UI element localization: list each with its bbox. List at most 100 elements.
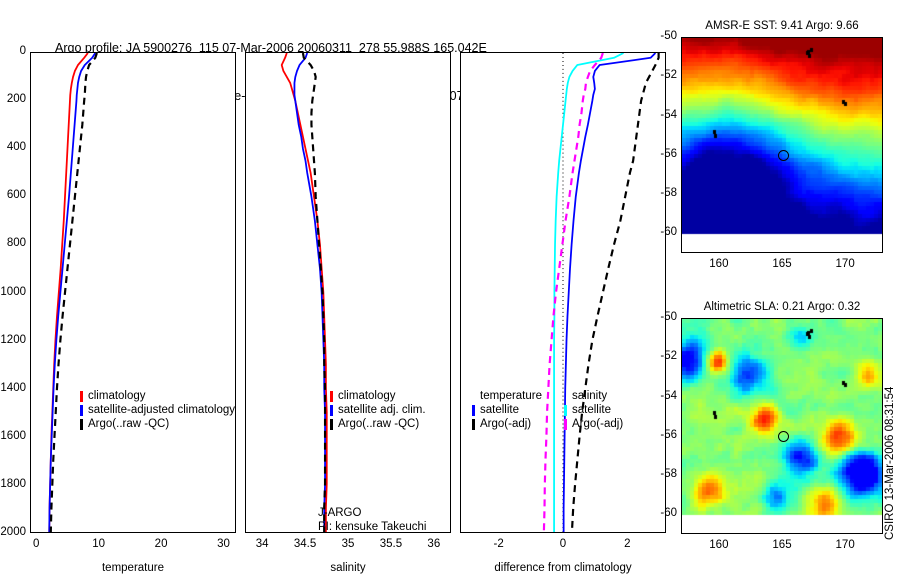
salinity-program-annotation: J-ARGO PI: kensuke Takeuchi <box>318 506 426 534</box>
legend-color-swatch-icon <box>80 390 83 402</box>
axis-tick-label: 400 <box>6 141 26 154</box>
axis-tick-label: -54 <box>660 108 677 121</box>
axis-tick-label: 35 <box>341 538 355 550</box>
axis-tick-label: -56 <box>660 428 677 441</box>
legend-color-swatch-icon <box>564 418 568 430</box>
sst-map[interactable] <box>681 37 883 253</box>
profile-location-marker <box>778 150 790 162</box>
legend-item-label: Argo(..raw -QC) <box>338 418 420 430</box>
axis-tick-label: -60 <box>660 226 677 239</box>
legend-group-title-temperature: temperature <box>472 389 542 403</box>
legend-color-swatch-icon <box>330 418 333 430</box>
principal-investigator: PI: kensuke Takeuchi <box>318 521 427 533</box>
difference-plot-area <box>542 53 660 532</box>
legend-color-swatch-icon <box>564 404 568 416</box>
axis-tick-label: 165 <box>772 258 792 270</box>
legend-color-swatch-icon <box>472 418 475 430</box>
difference-profile-panel[interactable] <box>460 52 666 533</box>
axis-tick-label: 1000 <box>0 285 26 298</box>
axis-tick-label: -50 <box>660 311 677 323</box>
legend-item-label: Argo(..raw -QC) <box>88 418 170 430</box>
axis-tick-label: 200 <box>6 93 26 106</box>
legend-item-temperature-satellite: satellite <box>472 403 542 417</box>
axis-tick-label: -58 <box>660 468 677 481</box>
axis-tick-label: 20 <box>154 538 168 550</box>
salinity-profile-panel[interactable] <box>245 52 451 533</box>
axis-tick-label: 0 <box>559 538 567 550</box>
salinity-plot-area <box>280 53 328 532</box>
legend-item: climatology <box>80 389 245 403</box>
sst-heatmap-canvas <box>682 38 882 252</box>
legend-item-label: Argo(-adj) <box>572 418 624 430</box>
legend-item: satellite adj. clim. <box>330 403 455 417</box>
legend-title-text: temperature <box>480 390 543 402</box>
legend-color-swatch-icon <box>330 390 333 402</box>
axis-tick-label: 30 <box>217 538 230 550</box>
axis-tick-label: -50 <box>660 30 677 42</box>
legend-title-spacer-icon <box>472 391 475 402</box>
axis-tick-label: 1800 <box>0 477 26 490</box>
difference-legend: temperature satellite Argo(-adj) salinit… <box>472 389 623 431</box>
legend-title-text: salinity <box>572 390 608 402</box>
temperature-legend: climatology satellite-adjusted climatolog… <box>80 389 245 431</box>
axis-tick-label: 36 <box>427 538 441 550</box>
axis-tick-label: 0 <box>33 538 40 550</box>
axis-tick-label: 170 <box>835 258 855 270</box>
sla-heatmap-canvas <box>682 319 882 533</box>
legend-item-label: climatology <box>88 390 146 402</box>
difference-legend-salinity-column: salinity satellite Argo(-adj) <box>564 389 623 431</box>
axis-tick-label: -56 <box>660 147 677 160</box>
axis-tick-label: 165 <box>772 539 792 551</box>
legend-color-swatch-icon <box>472 404 475 416</box>
axis-tick-label: 2 <box>624 538 631 550</box>
legend-item-label: satellite <box>480 404 519 416</box>
axis-tick-label: 1400 <box>0 381 26 394</box>
axis-tick-label: 1200 <box>0 333 26 346</box>
axis-tick-label: 2000 <box>0 526 26 538</box>
legend-item-label: Argo(-adj) <box>480 418 532 430</box>
axis-tick-label: 10 <box>92 538 106 550</box>
legend-item-salinity-argo-adj: Argo(-adj) <box>564 417 623 431</box>
axis-tick-label: 170 <box>835 539 855 551</box>
difference-legend-temperature-column: temperature satellite Argo(-adj) <box>472 389 542 431</box>
legend-color-swatch-icon <box>80 404 83 416</box>
temperature-axis-label: temperature <box>101 562 164 574</box>
difference-axis-label: difference from climatology <box>494 562 632 574</box>
axis-tick-label: 800 <box>6 237 26 250</box>
legend-color-swatch-icon <box>80 418 83 430</box>
legend-item-salinity-satellite: satellite <box>564 403 623 417</box>
program-name: J-ARGO <box>318 507 362 519</box>
axis-tick-label: 34.5 <box>293 538 317 550</box>
axis-tick-label: -58 <box>660 187 677 200</box>
salinity-axis-label: salinity <box>330 562 366 574</box>
salinity-legend: climatology satellite adj. clim. Argo(..ra… <box>330 389 455 431</box>
legend-item-label: satellite-adjusted climatology <box>88 404 236 416</box>
legend-item-label: satellite adj. clim. <box>338 404 426 416</box>
header-line-1: Argo profile: JA 5900276_115 07-Mar-2006… <box>55 41 487 55</box>
sla-map[interactable] <box>681 318 883 534</box>
legend-item-label: climatology <box>338 390 396 402</box>
sst-map-title: AMSR-E SST: 9.41 Argo: 9.66 <box>705 20 859 32</box>
legend-title-spacer-icon <box>564 391 567 402</box>
csiro-timestamp: CSIRO 13-Mar-2006 08:31:54 <box>884 386 896 540</box>
axis-tick-label: 35.5 <box>379 538 403 550</box>
legend-group-title-salinity: salinity <box>564 389 623 403</box>
profile-location-marker <box>778 431 790 443</box>
sla-map-title: Altimetric SLA: 0.21 Argo: 0.32 <box>703 301 861 313</box>
legend-item: Argo(..raw -QC) <box>80 417 245 431</box>
legend-item-label: satellite <box>572 404 612 416</box>
axis-tick-label: 34 <box>255 538 269 550</box>
axis-tick-label: -2 <box>493 538 504 550</box>
legend-item: climatology <box>330 389 455 403</box>
axis-tick-label: 600 <box>6 189 26 202</box>
axis-tick-label: -52 <box>660 350 677 363</box>
legend-item: satellite-adjusted climatology <box>80 403 245 417</box>
axis-tick-label: -54 <box>660 389 677 402</box>
axis-tick-label: 160 <box>709 258 729 270</box>
temperature-plot-area <box>48 53 98 532</box>
axis-tick-label: 0 <box>19 45 26 57</box>
axis-tick-label: 1600 <box>0 429 26 442</box>
legend-color-swatch-icon <box>330 404 333 416</box>
temperature-profile-panel[interactable] <box>30 52 236 533</box>
legend-item: Argo(..raw -QC) <box>330 417 455 431</box>
